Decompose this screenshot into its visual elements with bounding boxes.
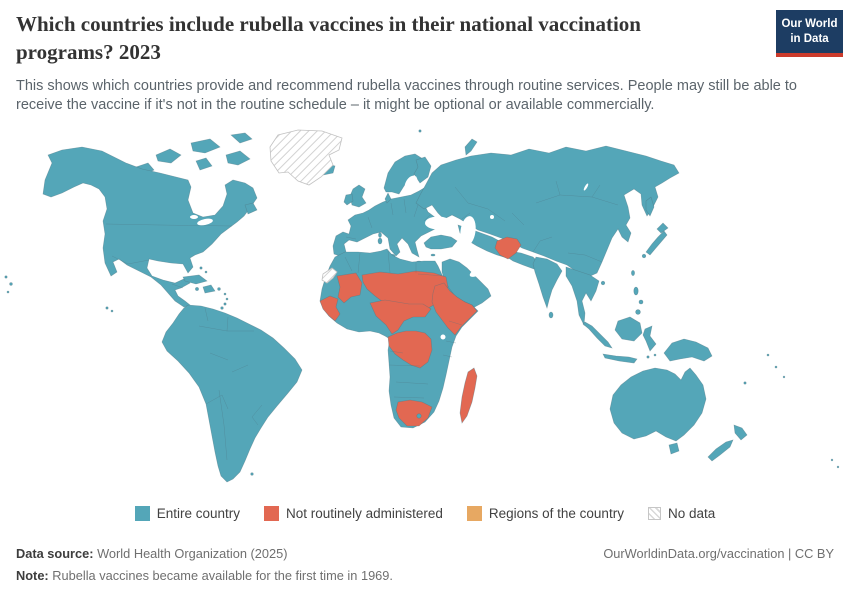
data-source-label: Data source: [16,546,94,561]
region-newfoundland[interactable] [244,202,258,215]
logo-line-1: Our World [781,18,838,30]
legend-swatch-entire-country [134,506,150,521]
sea-persian-gulf [469,267,485,277]
region-denmark[interactable] [384,192,392,204]
note-label: Note: [16,568,49,584]
sea-caspian [460,216,476,246]
country-borders [105,180,619,461]
region-sri-lanka[interactable] [548,311,554,319]
legend-item-entire-country[interactable]: Entire country [134,506,241,521]
legend-swatch-no-data [647,507,661,520]
region-turkey[interactable] [423,234,458,250]
region-falklands [250,472,254,476]
region-west-africa-coast-red[interactable] [319,295,341,322]
world-map[interactable] [0,125,850,500]
region-india[interactable] [532,256,563,310]
region-mali-red[interactable] [336,272,363,304]
note-text: Rubella vaccines became available for th… [48,568,393,584]
region-japan[interactable] [641,222,669,259]
region-caribbean[interactable] [182,266,229,310]
region-sakhalin [645,196,655,217]
lake-baikal [583,183,589,191]
note-line: Note: Rubella vaccines became available … [16,565,393,587]
logo-line-2: in Data [790,32,829,45]
legend-item-not-routinely-administered[interactable]: Not routinely administered [264,506,443,521]
lake-aral [490,215,494,219]
region-taiwan[interactable] [631,270,635,276]
region-europe[interactable] [332,187,443,258]
chart-subtitle: This shows which countries provide and r… [16,77,797,113]
world-map-svg[interactable] [0,125,850,500]
region-sahel-band-red[interactable] [361,270,449,310]
legend-swatch-not-routinely [264,506,280,521]
region-south-africa-red[interactable] [395,399,433,427]
region-finland[interactable] [413,156,432,184]
chart-footer: Data source: World Health Organization (… [16,543,834,588]
region-ireland[interactable] [343,193,354,206]
region-north-america[interactable] [42,146,258,308]
region-indochina[interactable] [565,266,600,327]
legend-swatch-regions [466,506,482,521]
region-hainan [600,280,606,286]
legend-label: No data [667,506,716,521]
sea-baltic [404,175,418,193]
region-madagascar-red[interactable] [459,367,478,424]
owid-logo[interactable]: Our World in Data [776,10,843,57]
chart-header: Which countries include rubella vaccines… [16,10,843,115]
region-united-kingdom[interactable] [349,184,367,208]
region-south-america[interactable] [161,304,303,483]
region-new-guinea[interactable] [663,338,713,362]
region-greenland-no-data[interactable] [269,129,343,186]
data-source-line: Data source: World Health Organization (… [16,543,393,565]
footer-citation-link[interactable]: OurWorldinData.org/vaccination | CC BY [603,546,834,561]
legend-label: Entire country [156,506,241,521]
region-nigeria-cameroon-red[interactable] [369,299,432,335]
legend-item-regions-of-country[interactable]: Regions of the country [466,506,624,521]
legend-label: Regions of the country [488,506,624,521]
region-tasmania [668,442,680,455]
region-congo-basin-red[interactable] [387,330,433,369]
data-source-text: World Health Organization (2025) [93,546,288,561]
region-new-zealand[interactable] [707,424,748,462]
region-horn-of-africa-red[interactable] [431,282,478,336]
region-canadian-arctic[interactable] [135,132,253,176]
region-svalbard [418,129,422,133]
region-afghanistan-red[interactable] [494,236,522,260]
legend-item-no-data[interactable]: No data [647,506,716,521]
lake-great-lakes-2 [190,215,198,219]
page-title: Which countries include rubella vaccines… [16,12,641,65]
sea-black [425,216,451,230]
footer-left: Data source: World Health Organization (… [16,543,393,588]
legend-label: Not routinely administered [286,506,443,521]
region-indonesia[interactable] [582,316,657,364]
region-asia[interactable] [415,145,680,278]
region-australia[interactable] [609,367,707,442]
region-pacific-islands-east [743,353,840,469]
lake-great-lakes [197,218,213,226]
region-philippines[interactable] [633,286,644,315]
map-legend: Entire country Not routinely administere… [0,506,850,521]
region-lesotho[interactable] [416,413,422,419]
lake-victoria [440,334,446,340]
region-pacific-islands-west [4,275,114,313]
region-western-sahara-no-data[interactable] [321,267,338,284]
region-novaya-zemlya [464,138,478,156]
